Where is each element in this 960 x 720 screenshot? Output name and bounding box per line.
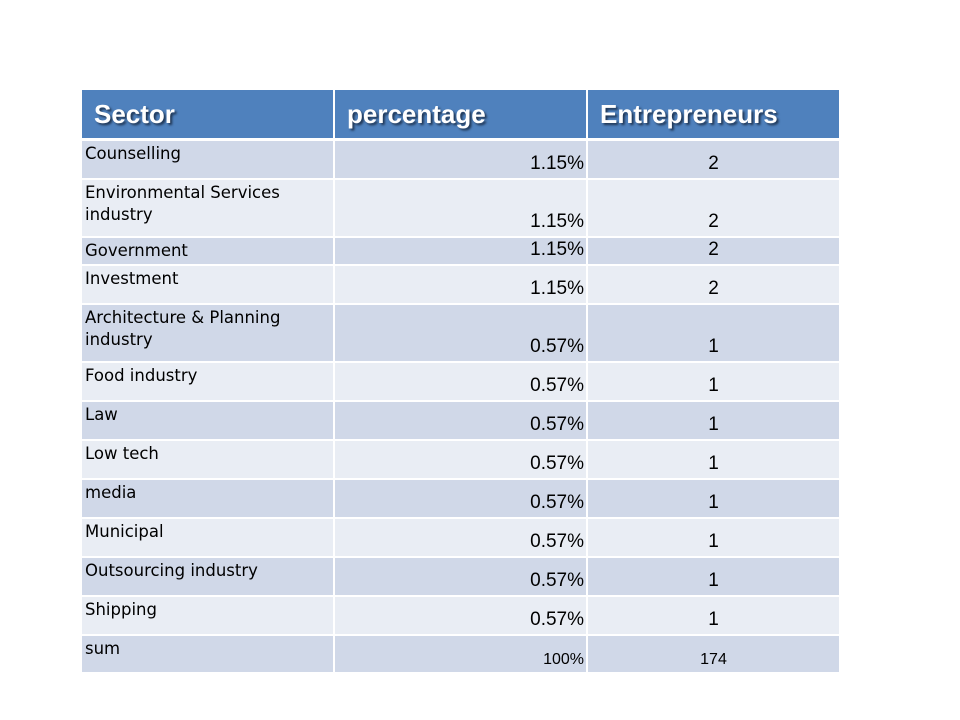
sector-cell: Food industry (82, 361, 335, 402)
entrepreneurs-cell: 1 (587, 556, 839, 597)
table-row: Low tech 0.57% 1 (82, 439, 839, 480)
percentage-cell: 1.15% (334, 139, 588, 180)
entrepreneurs-cell: 174 (587, 634, 839, 674)
percentage-cell: 0.57% (334, 400, 588, 441)
header-sector: Sector (82, 90, 335, 141)
percentage-cell: 0.57% (334, 303, 588, 363)
sector-cell: Law (82, 400, 335, 441)
percentage-cell: 100% (334, 634, 588, 674)
entrepreneurs-cell: 1 (587, 517, 839, 558)
table-row: Architecture & Planning industry 0.57% 1 (82, 303, 839, 363)
sector-cell: Municipal (82, 517, 335, 558)
sector-cell: sum (82, 634, 335, 674)
header-percentage: percentage (334, 90, 588, 141)
entrepreneurs-cell: 2 (587, 236, 839, 266)
percentage-cell: 0.57% (334, 361, 588, 402)
sector-cell: Counselling (82, 139, 335, 180)
percentage-cell: 0.57% (334, 517, 588, 558)
table-row: Outsourcing industry 0.57% 1 (82, 556, 839, 597)
percentage-cell: 1.15% (334, 264, 588, 305)
sector-cell: Architecture & Planning industry (82, 303, 335, 363)
table-row: media 0.57% 1 (82, 478, 839, 519)
table-row: Government 1.15% 2 (82, 236, 839, 266)
sector-cell: Government (82, 236, 335, 266)
percentage-cell: 0.57% (334, 478, 588, 519)
entrepreneurs-cell: 1 (587, 303, 839, 363)
entrepreneurs-cell: 1 (587, 361, 839, 402)
sum-row: sum 100% 174 (82, 634, 839, 674)
table-row: Food industry 0.57% 1 (82, 361, 839, 402)
header-entrepreneurs: Entrepreneurs (587, 90, 839, 141)
percentage-cell: 1.15% (334, 178, 588, 238)
sector-cell: Environmental Services industry (82, 178, 335, 238)
table-row: Municipal 0.57% 1 (82, 517, 839, 558)
sector-cell: Shipping (82, 595, 335, 636)
percentage-cell: 0.57% (334, 595, 588, 636)
percentage-cell: 0.57% (334, 439, 588, 480)
header-row: Sector percentage Entrepreneurs (82, 90, 839, 141)
sector-table: Sector percentage Entrepreneurs Counsell… (82, 90, 839, 674)
entrepreneurs-cell: 2 (587, 139, 839, 180)
percentage-cell: 1.15% (334, 236, 588, 266)
entrepreneurs-cell: 1 (587, 595, 839, 636)
table-row: Investment 1.15% 2 (82, 264, 839, 305)
entrepreneurs-cell: 1 (587, 478, 839, 519)
sector-cell: media (82, 478, 335, 519)
sector-cell: Low tech (82, 439, 335, 480)
entrepreneurs-cell: 2 (587, 264, 839, 305)
entrepreneurs-cell: 1 (587, 439, 839, 480)
table-row: Law 0.57% 1 (82, 400, 839, 441)
table-row: Counselling 1.15% 2 (82, 139, 839, 180)
percentage-cell: 0.57% (334, 556, 588, 597)
sector-cell: Outsourcing industry (82, 556, 335, 597)
entrepreneurs-cell: 2 (587, 178, 839, 238)
table-row: Environmental Services industry 1.15% 2 (82, 178, 839, 238)
sector-cell: Investment (82, 264, 335, 305)
entrepreneurs-cell: 1 (587, 400, 839, 441)
table-row: Shipping 0.57% 1 (82, 595, 839, 636)
